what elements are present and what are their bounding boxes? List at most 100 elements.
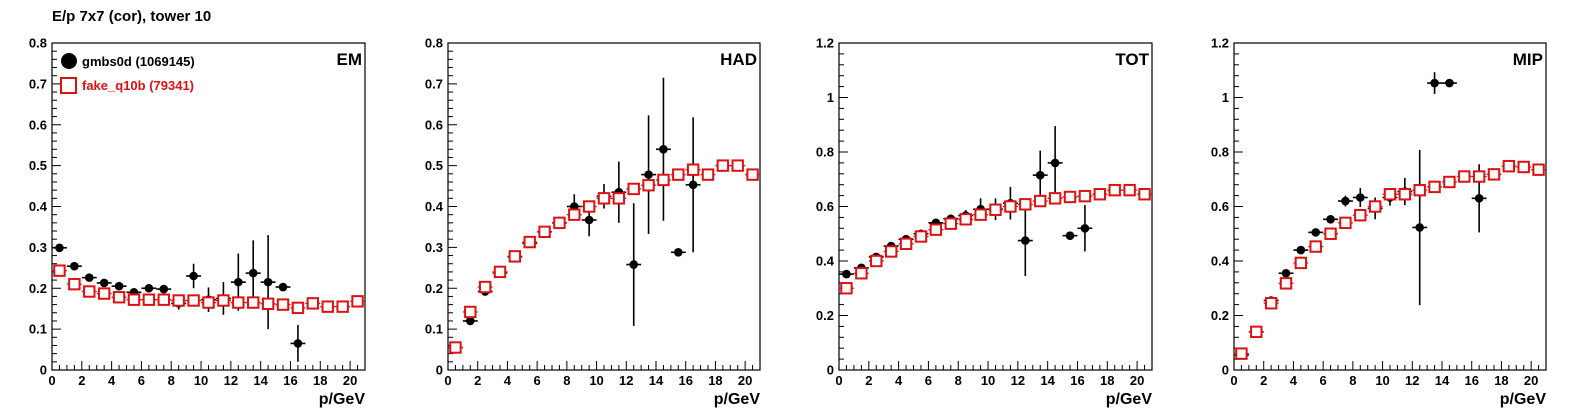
x-axis-label: p/GeV (714, 391, 761, 408)
x-tick-label: 6 (1320, 373, 1327, 388)
data-point-red (1123, 183, 1136, 197)
panel-label: HAD (720, 50, 757, 69)
data-point-red (157, 293, 170, 306)
data-point-red (1004, 200, 1017, 213)
data-point-black (1341, 196, 1350, 206)
legend-label-red: fake_q10b (79341) (82, 78, 194, 93)
data-point-red (746, 168, 759, 181)
y-tick-label: 0.7 (29, 76, 47, 91)
data-point-black (114, 281, 124, 291)
y-tick-label: 1 (1222, 90, 1229, 105)
x-tick-label: 8 (955, 373, 962, 388)
data-point-black (1080, 224, 1090, 233)
data-point-red (508, 250, 522, 263)
x-tick-label: 4 (504, 373, 512, 388)
data-point-red (83, 285, 96, 298)
data-point-black (629, 260, 639, 269)
data-point-red (1294, 256, 1308, 270)
x-tick-label: 18 (1100, 373, 1114, 388)
y-tick-label: 0.6 (1211, 199, 1229, 214)
data-point-black (55, 243, 64, 253)
x-tick-label: 0 (835, 373, 842, 388)
x-tick-label: 12 (224, 373, 238, 388)
data-point-red (261, 297, 275, 310)
data-point-red (944, 217, 957, 230)
data-point-black (1281, 268, 1291, 278)
x-tick-label: 4 (895, 373, 903, 388)
x-tick-label: 2 (1260, 373, 1267, 388)
x-tick-label: 0 (1230, 373, 1237, 388)
data-point-red (1048, 192, 1062, 205)
data-point-red (731, 159, 744, 172)
y-tick-label: 0.4 (29, 199, 48, 214)
data-point-red (321, 300, 334, 313)
data-point-red (1108, 183, 1121, 197)
x-tick-label: 6 (925, 373, 932, 388)
data-point-red (1458, 170, 1471, 183)
data-point-black (584, 215, 594, 225)
y-tick-label: 0.4 (1211, 254, 1230, 269)
x-tick-label: 20 (738, 373, 752, 388)
data-point-black (659, 144, 668, 154)
data-point-red (855, 267, 868, 280)
data-point-red (336, 300, 349, 313)
x-tick-label: 20 (1524, 373, 1538, 388)
x-tick-label: 8 (168, 373, 175, 388)
data-point-black (234, 277, 243, 287)
x-axis-label: p/GeV (1500, 391, 1547, 408)
data-point-black (1430, 78, 1439, 88)
data-point-red (657, 173, 670, 187)
data-point-red (247, 296, 260, 309)
data-point-black (84, 273, 94, 282)
chart-panel-tot: 0 2 4 6 8 10 12 14 16 18 20 0 0.2 0.4 0.6 0.8 1 1.2 p/GeV T… (816, 36, 1153, 408)
data-point-red (989, 203, 1002, 216)
data-point-red (351, 295, 364, 308)
x-tick-label: 2 (865, 373, 872, 388)
data-point-red (1138, 188, 1151, 201)
legend-marker-black (61, 53, 77, 69)
x-axis-label: p/GeV (319, 391, 366, 408)
y-tick-label: 0.6 (816, 199, 834, 214)
data-point-red (884, 245, 898, 258)
data-point-black (144, 283, 154, 293)
data-point-black (1326, 215, 1335, 224)
data-point-red (929, 223, 943, 236)
data-point-red (686, 163, 700, 176)
x-tick-label: 0 (48, 373, 55, 388)
x-tick-label: 4 (108, 373, 116, 388)
data-point-red (1339, 216, 1352, 230)
y-tick-label: 0.6 (29, 117, 47, 132)
data-point-black (248, 268, 258, 278)
y-tick-label: 0.5 (29, 158, 47, 173)
x-tick-label: 6 (534, 373, 541, 388)
data-point-red (914, 230, 928, 243)
data-point-red (291, 301, 305, 315)
data-point-red (1413, 183, 1426, 197)
x-tick-label: 14 (1435, 373, 1450, 388)
data-point-red (627, 182, 640, 196)
y-tick-label: 0.5 (425, 158, 443, 173)
data-point-red (187, 294, 200, 307)
data-point-black (644, 170, 653, 179)
panel-label: MIP (1513, 50, 1543, 69)
data-point-red (493, 265, 507, 279)
data-point-red (1428, 180, 1441, 194)
data-point-red (1324, 227, 1337, 240)
data-point-red (217, 294, 230, 307)
data-point-red (899, 237, 913, 251)
data-point-red (612, 192, 626, 205)
y-tick-label: 0 (436, 363, 443, 378)
x-tick-label: 20 (1130, 373, 1144, 388)
data-point-red (1093, 188, 1107, 201)
x-tick-label: 4 (1290, 373, 1298, 388)
x-axis-label: p/GeV (1106, 391, 1153, 408)
y-tick-label: 0.6 (425, 117, 443, 132)
data-point-black (99, 278, 109, 288)
data-point-red (232, 296, 245, 309)
legend-label-black: gmbs0d (1069145) (82, 54, 195, 69)
y-tick-label: 0.7 (425, 76, 443, 91)
legend: gmbs0d (1069145) fake_q10b (79341) (60, 53, 195, 94)
data-point-red (1532, 163, 1545, 176)
data-point-red (127, 293, 141, 306)
data-point-red (840, 282, 853, 295)
